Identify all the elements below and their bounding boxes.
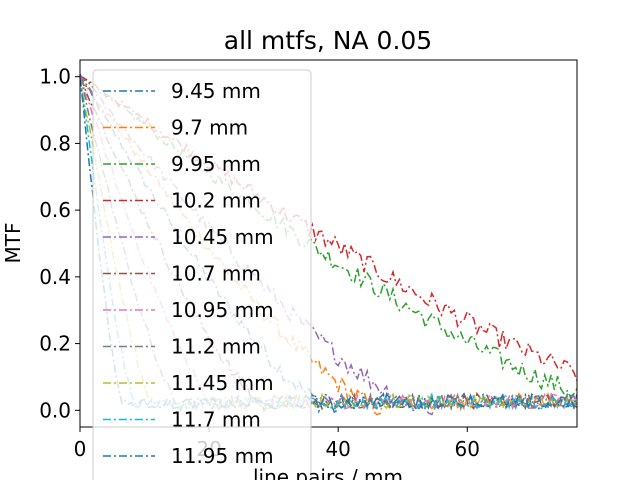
legend-entry: 10.95 mm [171, 298, 274, 322]
series-line-3 [80, 78, 577, 398]
legend-box [92, 69, 312, 480]
legend-entry: 9.7 mm [171, 116, 248, 140]
y-axis-label: MTF [1, 223, 25, 264]
chart-title: all mtfs, NA 0.05 [224, 26, 432, 55]
plot-frame [79, 59, 578, 428]
legend-entry: 10.45 mm [171, 225, 274, 249]
y-tick-label: 0.6 [39, 198, 71, 222]
axes-layer: 02040600.00.20.40.60.81.0 [39, 59, 578, 461]
series-line-8 [80, 76, 577, 414]
legend: 9.45 mm 9.7 mm 9.95 mm 10.2 mm 10.45 mm 10.7 … [92, 69, 312, 480]
legend-entry: 11.45 mm [171, 371, 274, 395]
legend-entry: 11.95 mm [171, 444, 274, 468]
x-tick-label: 0 [74, 437, 87, 461]
legend-entry: 11.7 mm [171, 408, 261, 432]
y-tick-label: 0.0 [39, 398, 71, 422]
legend-entry: 10.2 mm [171, 189, 261, 213]
x-tick-label: 60 [455, 437, 480, 461]
legend-entry: 9.45 mm [171, 79, 261, 103]
y-tick-label: 0.2 [39, 332, 71, 356]
x-axis-label: line pairs / mm [253, 465, 403, 480]
y-tick-label: 1.0 [39, 65, 71, 89]
x-tick-label: 40 [325, 437, 350, 461]
legend-entry: 11.2 mm [171, 335, 261, 359]
y-tick-label: 0.4 [39, 265, 71, 289]
legend-entry: 10.7 mm [171, 262, 261, 286]
legend-entry: 9.95 mm [171, 152, 261, 176]
series-line-11 [80, 78, 577, 410]
y-tick-label: 0.8 [39, 131, 71, 155]
